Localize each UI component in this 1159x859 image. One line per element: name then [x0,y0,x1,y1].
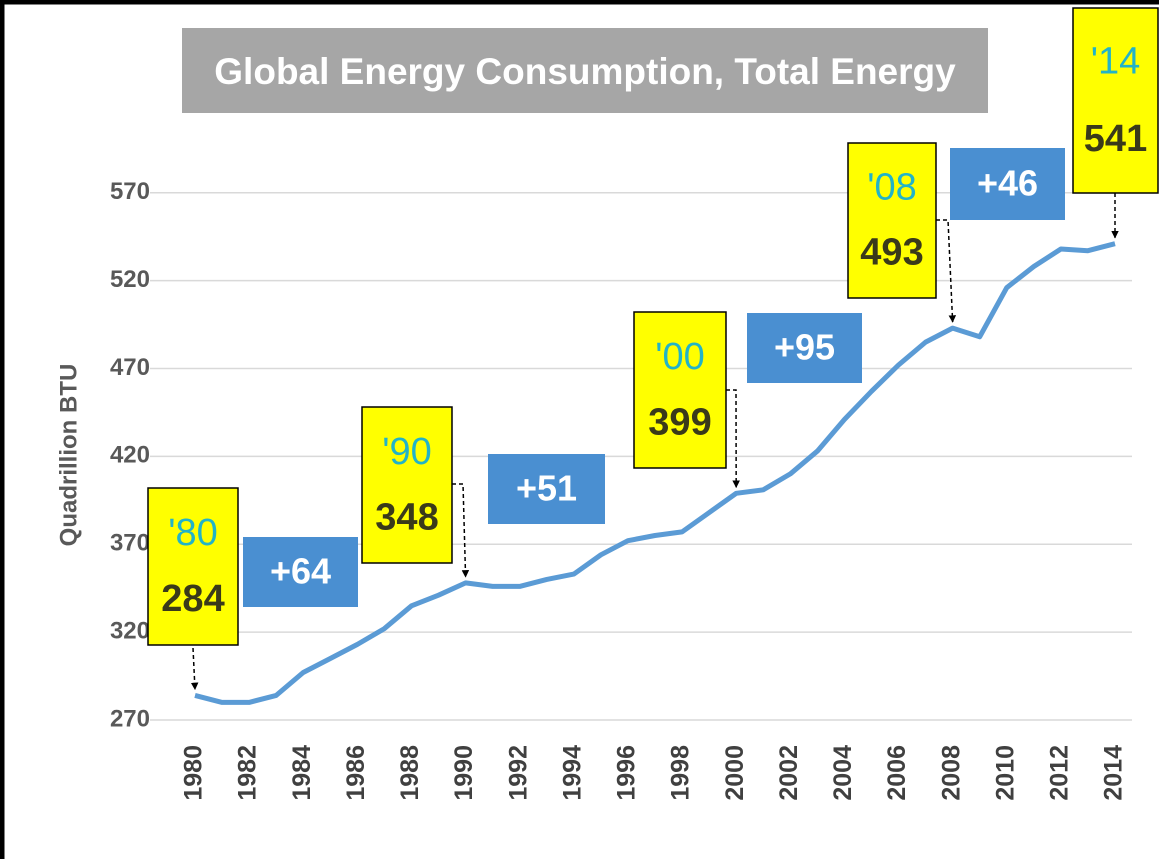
x-tick-label: 1988 [396,745,424,801]
chart-title: Global Energy Consumption, Total Energy [214,51,956,92]
y-tick-label: 320 [110,617,150,644]
change-box [488,454,605,524]
change-label: +95 [774,327,835,368]
change-label: +64 [270,551,331,592]
change-box [243,537,358,607]
callout-box [633,311,727,469]
callout-box [847,142,937,299]
callout-year: '80 [168,512,218,554]
callout-arrow [726,389,740,489]
y-tick-label: 270 [110,705,150,732]
x-tick-label: 1982 [234,745,262,801]
callout-value: 493 [860,232,923,274]
y-axis-label: Quadrillion BTU [55,364,82,547]
callout-box [361,406,453,564]
x-tick-label: 2008 [937,745,965,801]
x-tick-label: 2002 [775,745,803,801]
x-tick-label: 1994 [558,745,586,801]
x-tick-label: 2010 [991,745,1019,801]
x-tick-label: 2000 [721,745,749,801]
title-box [182,28,988,113]
change-box [950,148,1065,220]
y-tick-label: 370 [110,530,150,557]
y-tick-label: 570 [110,178,150,205]
callout-year: '14 [1091,41,1141,83]
callout-arrow [452,483,470,578]
change-label: +51 [516,468,577,509]
x-tick-label: 1984 [288,745,316,801]
y-tick-label: 420 [110,442,150,469]
callout-value: 284 [161,578,224,620]
change-label: +46 [977,163,1038,204]
callout-year: '00 [655,336,705,378]
callout-box [1072,7,1159,194]
x-tick-label: 1998 [667,745,695,801]
callout-value: 348 [375,496,438,538]
callout-year: '08 [867,167,917,209]
x-tick-label: 1990 [450,745,478,801]
line [194,241,1116,705]
y-tick-label: 470 [110,354,150,381]
x-tick-label: 1996 [613,745,641,801]
callout-year: '90 [382,431,432,473]
callout-value: 399 [648,401,711,443]
x-tick-label: 1986 [342,745,370,801]
x-tick-label: 2004 [829,745,857,801]
change-box [747,313,862,383]
callout-box [147,487,239,646]
callout-arrow [936,219,957,323]
x-tick-label: 1992 [504,745,532,801]
x-tick-label: 1980 [180,745,208,801]
callout-value: 541 [1084,118,1147,160]
y-tick-label: 520 [110,266,150,293]
x-tick-label: 2012 [1045,745,1073,801]
x-tick-label: 2006 [883,745,911,801]
x-tick-label: 2014 [1100,745,1128,801]
